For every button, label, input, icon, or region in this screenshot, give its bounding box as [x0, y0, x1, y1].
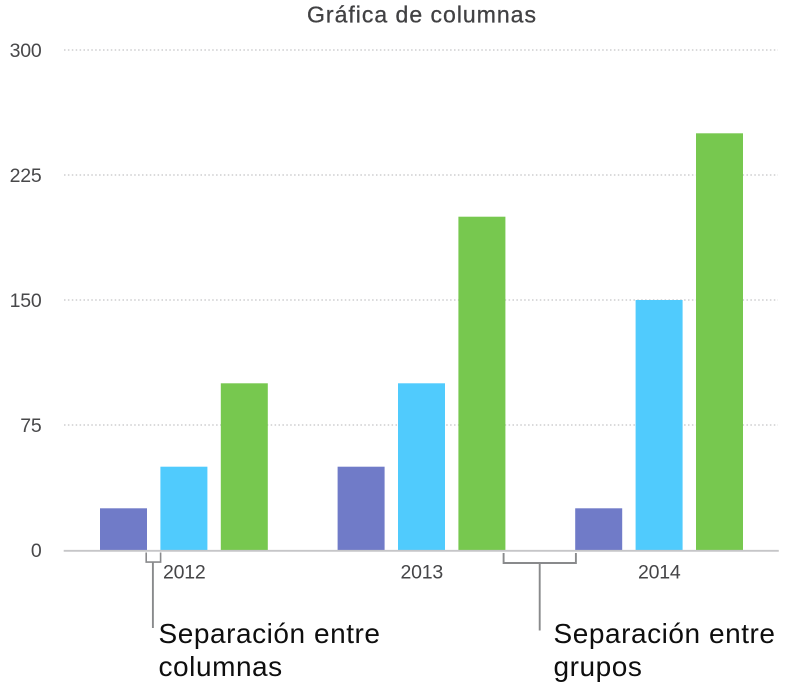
svg-text:2012: 2012 [163, 562, 206, 584]
svg-text:columnas: columnas [159, 651, 283, 682]
svg-text:300: 300 [10, 40, 42, 62]
svg-text:Separación entre: Separación entre [554, 618, 776, 649]
svg-text:150: 150 [10, 290, 42, 312]
svg-text:grupos: grupos [554, 651, 643, 682]
svg-text:2013: 2013 [401, 562, 444, 584]
svg-text:Separación entre: Separación entre [159, 618, 381, 649]
svg-text:2014: 2014 [638, 562, 681, 584]
svg-text:225: 225 [10, 165, 42, 187]
svg-text:Gráfica de columnas: Gráfica de columnas [307, 2, 537, 28]
svg-text:75: 75 [20, 415, 42, 437]
svg-text:0: 0 [31, 540, 42, 562]
